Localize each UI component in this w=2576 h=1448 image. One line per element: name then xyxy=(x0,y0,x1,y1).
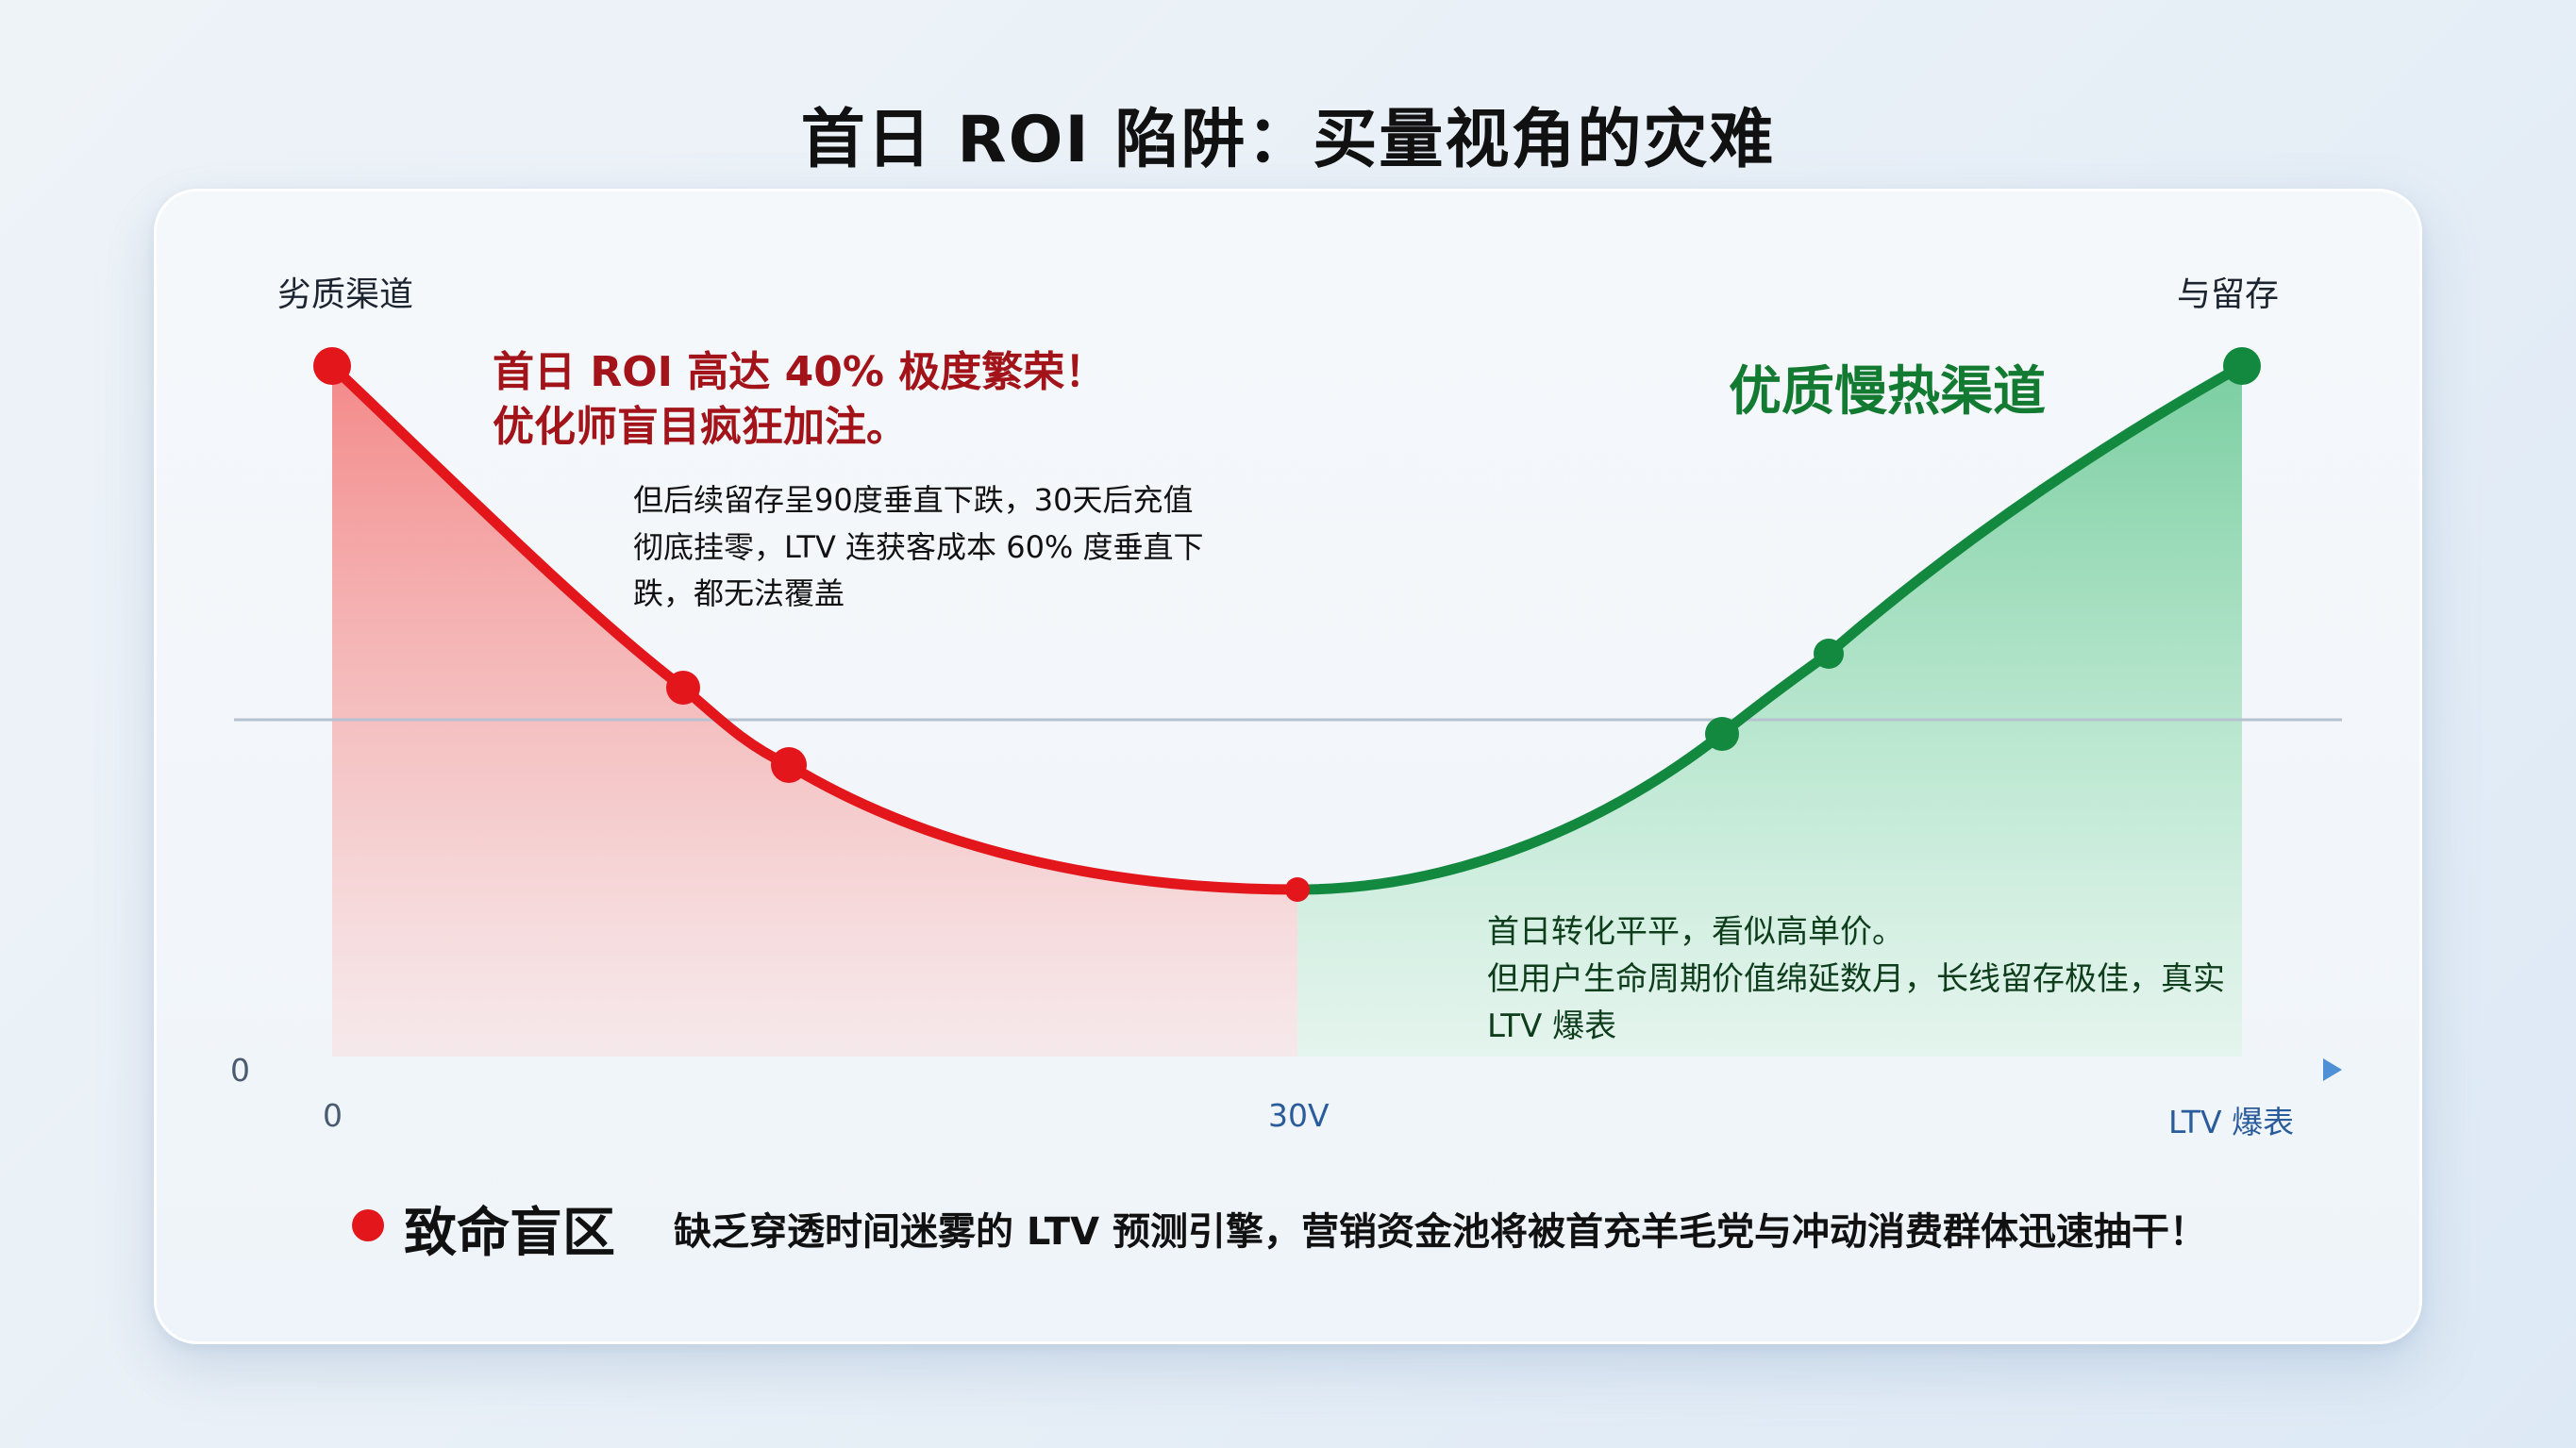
green-body-line-1: 首日转化平平，看似高单价。 xyxy=(1487,913,1904,951)
red-point-peak xyxy=(313,347,351,385)
trough-point xyxy=(1285,877,1310,902)
x-axis-arrow-icon xyxy=(2323,1058,2342,1081)
green-body-line-3: LTV 爆表 xyxy=(1487,1007,1617,1045)
green-body-line-2: 但用户生命周期价值绵延数月，长线留存极佳，真实 xyxy=(1487,960,2225,998)
green-point-2 xyxy=(1814,639,1844,669)
x-axis-end-label: LTV 爆表 xyxy=(2168,1104,2295,1140)
green-point-peak xyxy=(2223,347,2261,385)
green-curve xyxy=(1292,360,2248,895)
red-headline-2: 优化师盲目疯狂加注。 xyxy=(493,403,908,451)
red-body-line-1: 但后续留存呈90度垂直下跌，30天后充值 xyxy=(633,482,1194,518)
green-point-1 xyxy=(1705,717,1739,751)
label-retention: 与留存 xyxy=(2177,275,2280,314)
x-axis-start-label: 0 xyxy=(323,1097,343,1134)
footer-title: 致命盲区 xyxy=(404,1203,615,1264)
red-area-fill xyxy=(332,366,1297,1057)
red-point-3 xyxy=(771,747,807,783)
x-axis-mid-label: 30V xyxy=(1268,1097,1330,1134)
red-curve xyxy=(326,360,1303,895)
page-title: 首日 ROI 陷阱：买量视角的灾难 xyxy=(800,103,1776,177)
green-headline: 优质慢热渠道 xyxy=(1729,361,2046,423)
y-axis-zero-label: 0 xyxy=(230,1052,250,1089)
red-point-2 xyxy=(666,671,700,705)
red-body-line-2: 彻底挂零，LTV 连获客成本 60% 度垂直下 xyxy=(633,529,1204,565)
footer-text: 缺乏穿透时间迷雾的 LTV 预测引擎，营销资金池将被首充羊毛党与冲动消费群体迅速… xyxy=(674,1210,2207,1254)
red-headline-1: 首日 ROI 高达 40% 极度繁荣！ xyxy=(493,348,1107,396)
green-area-fill xyxy=(1297,366,2242,1057)
red-body-line-3: 跌，都无法覆盖 xyxy=(633,575,845,611)
label-poor-channel: 劣质渠道 xyxy=(277,275,414,314)
warning-dot-icon xyxy=(352,1209,384,1241)
